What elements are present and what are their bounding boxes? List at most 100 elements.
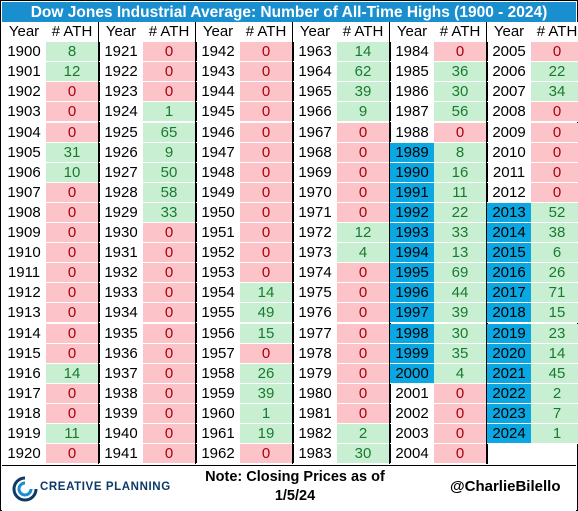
ath-cell: 44 [434, 283, 486, 304]
year-cell: 1991 [390, 182, 434, 203]
ath-cell: 0 [531, 122, 578, 143]
ath-cell: 0 [337, 182, 389, 203]
ath-cell: 58 [143, 182, 195, 203]
year-cell: 1946 [196, 123, 240, 143]
ath-cell: 0 [46, 383, 98, 404]
ath-cell: 13 [434, 243, 486, 264]
ath-cell: 0 [240, 62, 292, 83]
ath-cell: 31 [46, 142, 98, 163]
year-cell: 1989 [390, 142, 434, 163]
year-cell: 1945 [196, 102, 240, 123]
year-cell: 1910 [2, 243, 46, 264]
ath-cell: 0 [337, 283, 389, 304]
ath-cell: 12 [337, 223, 389, 243]
ath-cell: 0 [143, 303, 195, 324]
ath-cell: 11 [46, 424, 98, 444]
year-cell: 2017 [487, 283, 531, 304]
column-block-3: Year # ATH 1942 0 1943 0 1944 0 1945 0 1946 0 1947 0 1… [196, 22, 294, 465]
ath-cell: 0 [46, 303, 98, 324]
creative-planning-logo: CREATIVE PLANNING [10, 472, 178, 505]
ath-cell: 0 [143, 363, 195, 384]
year-cell: 1975 [293, 283, 337, 304]
year-cell: 2013 [487, 202, 531, 223]
ath-cell: 0 [143, 82, 195, 103]
ath-cell: 0 [434, 424, 486, 444]
column-block-4: Year # ATH 1963 14 1964 62 1965 39 1966 9 1967 0 196… [293, 22, 391, 465]
year-cell: 2016 [487, 263, 531, 284]
year-cell: 2024 [487, 424, 531, 444]
ath-cell: 36 [434, 62, 486, 83]
ath-cell: 14 [240, 283, 292, 304]
year-cell: 1929 [99, 203, 143, 223]
ath-cell: 22 [531, 62, 578, 83]
year-cell: 1998 [390, 323, 434, 344]
year-cell: 1913 [2, 303, 46, 324]
ath-cell: 6 [531, 243, 578, 264]
year-cell: 1917 [2, 384, 46, 404]
ath-cell: 71 [531, 283, 578, 304]
year-cell: 1944 [196, 82, 240, 103]
year-cell: 1952 [196, 243, 240, 264]
year-cell: 1966 [293, 102, 337, 123]
logo-mark-icon [12, 476, 38, 502]
year-cell: 1958 [196, 364, 240, 384]
ath-cell: 0 [143, 283, 195, 304]
ath-cell: 30 [434, 323, 486, 344]
year-cell: 2008 [487, 102, 531, 123]
year-cell: 2005 [487, 42, 531, 63]
ath-cell: 0 [531, 162, 578, 183]
year-cell: 1941 [99, 444, 143, 465]
ath-cell: 0 [337, 303, 389, 324]
ath-cell: 0 [337, 162, 389, 183]
year-cell: 1909 [2, 223, 46, 243]
year-cell: 1957 [196, 344, 240, 364]
note-line-1: Note: Closing Prices as of [205, 469, 385, 485]
year-cell: 1951 [196, 223, 240, 243]
year-cell: 1960 [196, 404, 240, 424]
year-cell: 2023 [487, 403, 531, 424]
header-ath: # ATH [337, 22, 389, 42]
ath-cell: 0 [46, 82, 98, 103]
ath-cell: 11 [434, 182, 486, 203]
ath-cell: 0 [143, 444, 195, 465]
year-cell: 1903 [2, 102, 46, 123]
year-cell: 2000 [390, 363, 434, 384]
year-cell: 1983 [293, 444, 337, 465]
year-cell: 1990 [390, 162, 434, 183]
year-cell: 2004 [390, 444, 434, 465]
year-cell: 2011 [487, 163, 531, 183]
ath-cell: 69 [434, 263, 486, 284]
year-cell: 1953 [196, 263, 240, 284]
year-cell: 1916 [2, 364, 46, 384]
column-block-2: Year # ATH 1921 0 1922 0 1923 0 1924 1 1925 65 1926 9… [99, 22, 197, 465]
ath-cell: 0 [46, 102, 98, 123]
ath-cell: 38 [531, 223, 578, 243]
header-ath: # ATH [531, 22, 578, 42]
year-cell: 2006 [487, 62, 531, 83]
year-cell: 1986 [390, 82, 434, 103]
year-cell: 2019 [487, 323, 531, 344]
year-cell: 1930 [99, 223, 143, 243]
ath-cell: 0 [531, 182, 578, 203]
ath-cell: 62 [337, 62, 389, 83]
year-cell: 1908 [2, 203, 46, 223]
header-ath: # ATH [240, 22, 292, 42]
year-cell: 2014 [487, 223, 531, 243]
year-cell: 1961 [196, 424, 240, 444]
year-cell: 1938 [99, 384, 143, 404]
ath-cell: 0 [143, 62, 195, 83]
year-cell: 1926 [99, 143, 143, 163]
ath-cell: 14 [337, 42, 389, 63]
header-year: Year [99, 22, 143, 42]
year-cell: 1939 [99, 404, 143, 424]
ath-cell: 26 [531, 263, 578, 284]
ath-cell: 0 [240, 182, 292, 203]
year-cell: 1954 [196, 283, 240, 304]
ath-cell: 4 [434, 363, 486, 384]
year-cell: 2007 [487, 82, 531, 103]
year-cell: 1959 [196, 384, 240, 404]
ath-cell: 7 [531, 403, 578, 424]
year-cell: 1925 [99, 123, 143, 143]
year-cell: 1985 [390, 62, 434, 83]
year-cell: 1901 [2, 62, 46, 83]
